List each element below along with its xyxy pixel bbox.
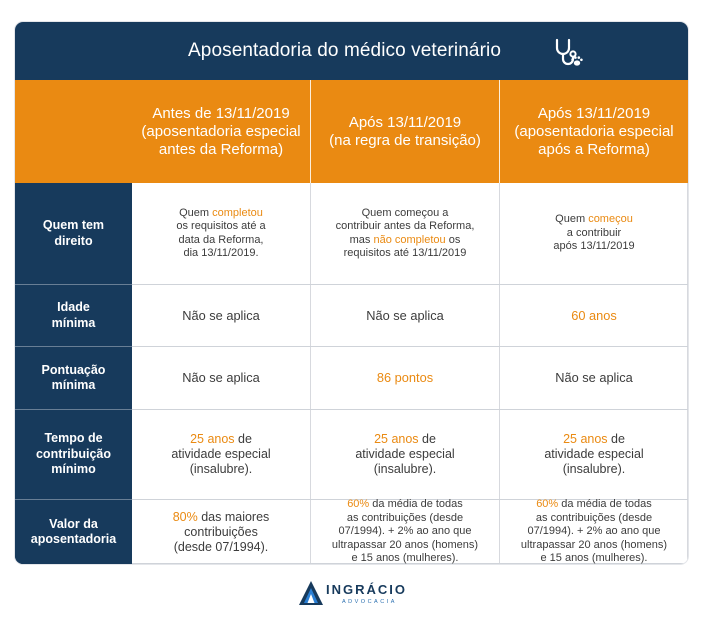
cell-valor-before: 80% das maiores contribuições (desde 07/… [172,509,270,554]
row-divider [132,284,688,285]
column-divider [310,183,311,564]
cell-tempo-after: 25 anos de atividade especial (insalubre… [544,432,644,476]
cell-pontuacao-before: Não se aplica [182,370,260,386]
side-separator [15,409,132,410]
title-bar: Aposentadoria do médico veterinário [15,22,688,80]
cell-idade-before: Não se aplica [182,307,260,323]
logo-subtitle: ADVOCACIA [342,599,397,605]
row-divider [132,499,688,500]
row-divider [132,409,688,410]
row-label-pontuacao: Pontuação mínima [15,347,132,409]
row-label-idade: Idade mínima [15,285,132,346]
column-header-after: Após 13/11/2019 (aposentadoria especial … [514,104,674,158]
cell-tempo-transition: 25 anos de atividade especial (insalubre… [355,432,455,476]
header-divider [499,80,500,183]
comparison-card: Aposentadoria do médico veterinário Ante… [15,22,688,564]
ingracio-logo: INGRÁCIO ADVOCACIA [298,580,410,610]
side-separator [15,284,132,285]
logo-name: INGRÁCIO [326,582,407,597]
column-divider [687,183,688,564]
side-separator [15,346,132,347]
page-title: Aposentadoria do médico veterinário [188,40,501,61]
column-divider [499,183,500,564]
row-label-tempo: Tempo de contribuição mínimo [15,410,132,499]
cell-valor-after: 60% da média de todas as contribuições (… [520,498,668,564]
cell-pontuacao-after: Não se aplica [555,370,633,386]
side-separator [15,499,132,500]
ingracio-logo-icon [299,581,323,605]
cell-quem-after: Quem começou a contribuir após 13/11/201… [553,213,635,253]
cell-valor-transition: 60% da média de todas as contribuições (… [331,498,479,564]
cell-pontuacao-transition: 86 pontos [376,370,434,386]
stethoscope-paw-icon [555,38,583,66]
cell-quem-transition: Quem começou a contribuir antes da Refor… [335,206,475,260]
header-divider [310,80,311,183]
cell-idade-after: 60 anos [571,307,617,323]
row-divider [132,563,688,564]
cell-tempo-before: 25 anos de atividade especial (insalubre… [171,432,271,476]
header-row [15,80,688,183]
column-header-before: Antes de 13/11/2019 (aposentadoria espec… [141,104,301,158]
cell-quem-before: Quem completou os requisitos até a data … [176,206,266,259]
row-label-valor: Valor da aposentadoria [15,500,132,564]
cell-idade-transition: Não se aplica [366,307,444,323]
row-label-quem: Quem tem direito [15,183,132,284]
column-header-transition: Após 13/11/2019 (na regra de transição) [329,113,481,149]
row-divider [132,346,688,347]
